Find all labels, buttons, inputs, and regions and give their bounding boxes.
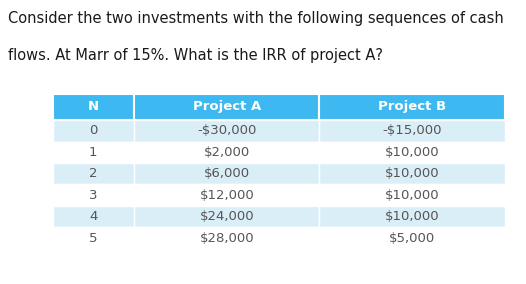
Bar [134, 120, 319, 141]
Bar [53, 141, 134, 163]
Text: $10,000: $10,000 [385, 210, 440, 223]
Bar [53, 206, 134, 227]
Text: Project A: Project A [193, 101, 261, 113]
Text: $12,000: $12,000 [199, 189, 254, 202]
Bar [134, 206, 319, 227]
Bar [134, 163, 319, 184]
Bar [319, 141, 505, 163]
Text: 5: 5 [89, 231, 97, 245]
Text: 4: 4 [89, 210, 97, 223]
Text: N: N [88, 101, 99, 113]
Bar [53, 120, 134, 141]
Text: $10,000: $10,000 [385, 146, 440, 159]
Bar [319, 120, 505, 141]
Text: Consider the two investments with the following sequences of cash: Consider the two investments with the fo… [8, 11, 503, 26]
Text: 3: 3 [89, 189, 97, 202]
Text: 0: 0 [89, 124, 97, 137]
Text: $28,000: $28,000 [199, 231, 254, 245]
Bar [319, 206, 505, 227]
Text: flows. At Marr of 15%. What is the IRR of project A?: flows. At Marr of 15%. What is the IRR o… [8, 48, 383, 63]
Text: $5,000: $5,000 [389, 231, 436, 245]
Text: Project B: Project B [378, 101, 446, 113]
Text: 2: 2 [89, 167, 97, 180]
Bar [53, 163, 134, 184]
Bar [134, 227, 319, 249]
Bar [319, 94, 505, 120]
Text: $10,000: $10,000 [385, 189, 440, 202]
Text: 1: 1 [89, 146, 97, 159]
Bar [134, 94, 319, 120]
Text: $6,000: $6,000 [204, 167, 250, 180]
Text: $24,000: $24,000 [199, 210, 254, 223]
Bar [134, 141, 319, 163]
Bar [53, 94, 134, 120]
Bar [53, 184, 134, 206]
Bar [319, 184, 505, 206]
Text: -$30,000: -$30,000 [197, 124, 257, 137]
Bar [53, 227, 134, 249]
Bar [319, 163, 505, 184]
Text: $10,000: $10,000 [385, 167, 440, 180]
Text: -$15,000: -$15,000 [382, 124, 442, 137]
Text: $2,000: $2,000 [204, 146, 250, 159]
Bar [134, 184, 319, 206]
Bar [319, 227, 505, 249]
